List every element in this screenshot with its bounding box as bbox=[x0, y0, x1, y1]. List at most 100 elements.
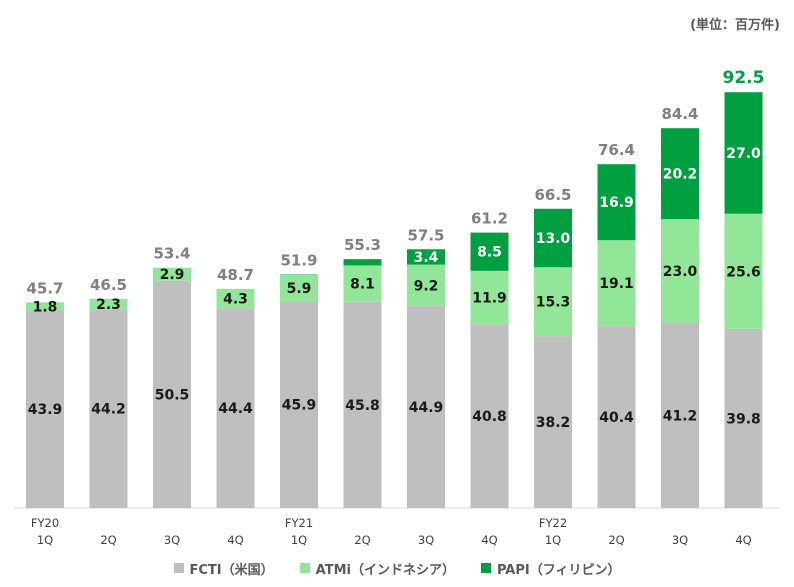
data-label-1-1: 43.9 bbox=[28, 402, 63, 418]
bar-segment-1-9 bbox=[534, 336, 572, 508]
x-tick-label-1-2: 1Q bbox=[37, 533, 53, 547]
bar-segment-1-12 bbox=[724, 328, 763, 508]
total-label-11: 84.4 bbox=[661, 105, 698, 123]
total-label-4: 48.7 bbox=[217, 266, 254, 284]
legend-label-3: PAPI（フィリピン） bbox=[496, 562, 621, 578]
bar-segment-3-8 bbox=[470, 232, 509, 271]
bar-segment-2-7 bbox=[407, 264, 445, 306]
x-tick-label-3: 3Q bbox=[164, 533, 180, 547]
bar-segment-1-2 bbox=[89, 309, 128, 508]
x-tick-label-6: 2Q bbox=[354, 533, 370, 547]
data-label-3-10: 16.9 bbox=[599, 195, 634, 211]
bar-segment-3-7 bbox=[407, 249, 445, 265]
x-tick-label-4: 4Q bbox=[227, 533, 243, 547]
bar-segment-1-8 bbox=[470, 324, 509, 508]
data-label-2-11: 23.0 bbox=[663, 264, 698, 280]
x-tick-label-5-2: 1Q bbox=[291, 533, 307, 547]
data-label-2-12: 25.6 bbox=[726, 264, 761, 280]
unit-label: (単位：百万件) bbox=[690, 18, 780, 33]
legend-item-3: PAPI（フィリピン） bbox=[480, 559, 621, 578]
data-label-2-10: 19.1 bbox=[599, 276, 634, 292]
x-tick-label-9-2: 1Q bbox=[545, 533, 561, 547]
data-label-3-9: 13.0 bbox=[536, 231, 571, 247]
bar-segment-3-11 bbox=[661, 128, 699, 220]
bar-segment-1-1 bbox=[26, 310, 64, 508]
bar-segment-2-11 bbox=[661, 219, 699, 323]
plot-area: 43.9 1.8 45.7 FY20 1Q 44.2 2.3 46.5 2Q 50.5 2.9 53.… bbox=[14, 68, 780, 547]
bar-segment-3-12 bbox=[724, 92, 763, 214]
total-label-1: 45.7 bbox=[26, 279, 63, 297]
data-label-2-9: 15.3 bbox=[536, 295, 571, 311]
data-label-2-1: 1.8 bbox=[33, 299, 58, 315]
x-tick-label-5-1: FY21 bbox=[285, 516, 313, 530]
bar-segment-1-10 bbox=[597, 326, 636, 508]
bar-segment-2-10 bbox=[597, 240, 636, 327]
data-label-2-3: 2.9 bbox=[160, 267, 185, 283]
data-label-1-7: 44.9 bbox=[409, 400, 444, 416]
bar-segment-2-2 bbox=[89, 298, 128, 310]
bar-segment-1-4 bbox=[216, 308, 255, 508]
bar-segment-3-6 bbox=[343, 259, 382, 266]
legend-swatch-3 bbox=[480, 563, 491, 573]
data-label-1-12: 39.8 bbox=[726, 411, 761, 427]
bar-segment-2-12 bbox=[724, 213, 763, 329]
total-label-7: 57.5 bbox=[407, 226, 444, 244]
total-label-5: 51.9 bbox=[280, 251, 317, 269]
bar-segment-2-6 bbox=[343, 265, 382, 302]
data-label-2-2: 2.3 bbox=[96, 297, 121, 313]
legend-label-2: ATMi（インドネシア） bbox=[315, 562, 455, 578]
bar-segment-1-7 bbox=[407, 305, 445, 508]
data-label-1-5: 45.9 bbox=[282, 398, 317, 414]
total-label-3: 53.4 bbox=[153, 245, 190, 263]
bar-segment-1-11 bbox=[661, 322, 699, 508]
x-tick-label-9-1: FY22 bbox=[539, 516, 567, 530]
legend-item-1: FCTI（米国） bbox=[173, 559, 274, 578]
x-tick-label-11: 3Q bbox=[672, 533, 688, 547]
bar-segment-1-6 bbox=[343, 301, 382, 508]
legend-swatch-2 bbox=[299, 563, 310, 573]
data-label-2-8: 11.9 bbox=[472, 291, 507, 307]
x-tick-label-1-1: FY20 bbox=[31, 516, 59, 530]
bar-segment-2-4 bbox=[216, 288, 255, 309]
data-label-1-10: 40.4 bbox=[599, 410, 634, 426]
bar-segment-2-9 bbox=[534, 267, 572, 337]
bar-segment-2-8 bbox=[470, 270, 509, 325]
legend-label-1: FCTI（米国） bbox=[189, 562, 274, 578]
total-label-12: 92.5 bbox=[723, 68, 765, 88]
bar-segment-2-3 bbox=[153, 267, 191, 281]
bar-segment-2-5 bbox=[280, 274, 318, 302]
bar-segment-2-1 bbox=[26, 302, 64, 311]
data-label-3-11: 20.2 bbox=[663, 167, 698, 183]
data-label-1-9: 38.2 bbox=[536, 415, 571, 431]
data-label-1-8: 40.8 bbox=[472, 409, 507, 425]
data-label-3-12: 27.0 bbox=[726, 146, 761, 162]
x-tick-label-12: 4Q bbox=[735, 533, 751, 547]
x-tick-label-7: 3Q bbox=[418, 533, 434, 547]
legend-item-2: ATMi（インドネシア） bbox=[299, 559, 455, 578]
bar-segment-3-9 bbox=[534, 208, 572, 268]
bar-segment-1-3 bbox=[153, 280, 191, 508]
data-label-1-4: 44.4 bbox=[218, 401, 253, 417]
data-label-1-2: 44.2 bbox=[91, 402, 126, 418]
bar-segment-3-10 bbox=[597, 164, 636, 241]
bar-segment-1-5 bbox=[280, 301, 318, 508]
total-label-2: 46.5 bbox=[90, 276, 127, 294]
data-label-2-6: 8.1 bbox=[350, 277, 375, 293]
total-label-10: 76.4 bbox=[598, 141, 635, 159]
x-tick-label-8: 4Q bbox=[481, 533, 497, 547]
data-label-2-7: 9.2 bbox=[414, 278, 439, 294]
data-label-1-11: 41.2 bbox=[663, 408, 698, 424]
total-label-9: 66.5 bbox=[534, 186, 571, 204]
data-label-1-6: 45.8 bbox=[345, 398, 380, 414]
x-tick-label-10: 2Q bbox=[608, 533, 624, 547]
data-label-2-5: 5.9 bbox=[287, 281, 312, 297]
data-label-3-7: 3.4 bbox=[414, 250, 439, 266]
data-label-2-4: 4.3 bbox=[223, 292, 248, 308]
data-label-3-8: 8.5 bbox=[477, 245, 502, 261]
data-label-1-3: 50.5 bbox=[155, 387, 190, 403]
legend-swatch-1 bbox=[173, 563, 184, 573]
legend: FCTI（米国） ATMi（インドネシア） PAPI（フィリピン） bbox=[0, 556, 794, 580]
total-label-6: 55.3 bbox=[344, 236, 381, 254]
x-tick-label-2: 2Q bbox=[100, 533, 116, 547]
stacked-bar-chart: 43.9 1.8 45.7 FY20 1Q 44.2 2.3 46.5 2Q 50.5 2.9 53.… bbox=[14, 68, 780, 547]
